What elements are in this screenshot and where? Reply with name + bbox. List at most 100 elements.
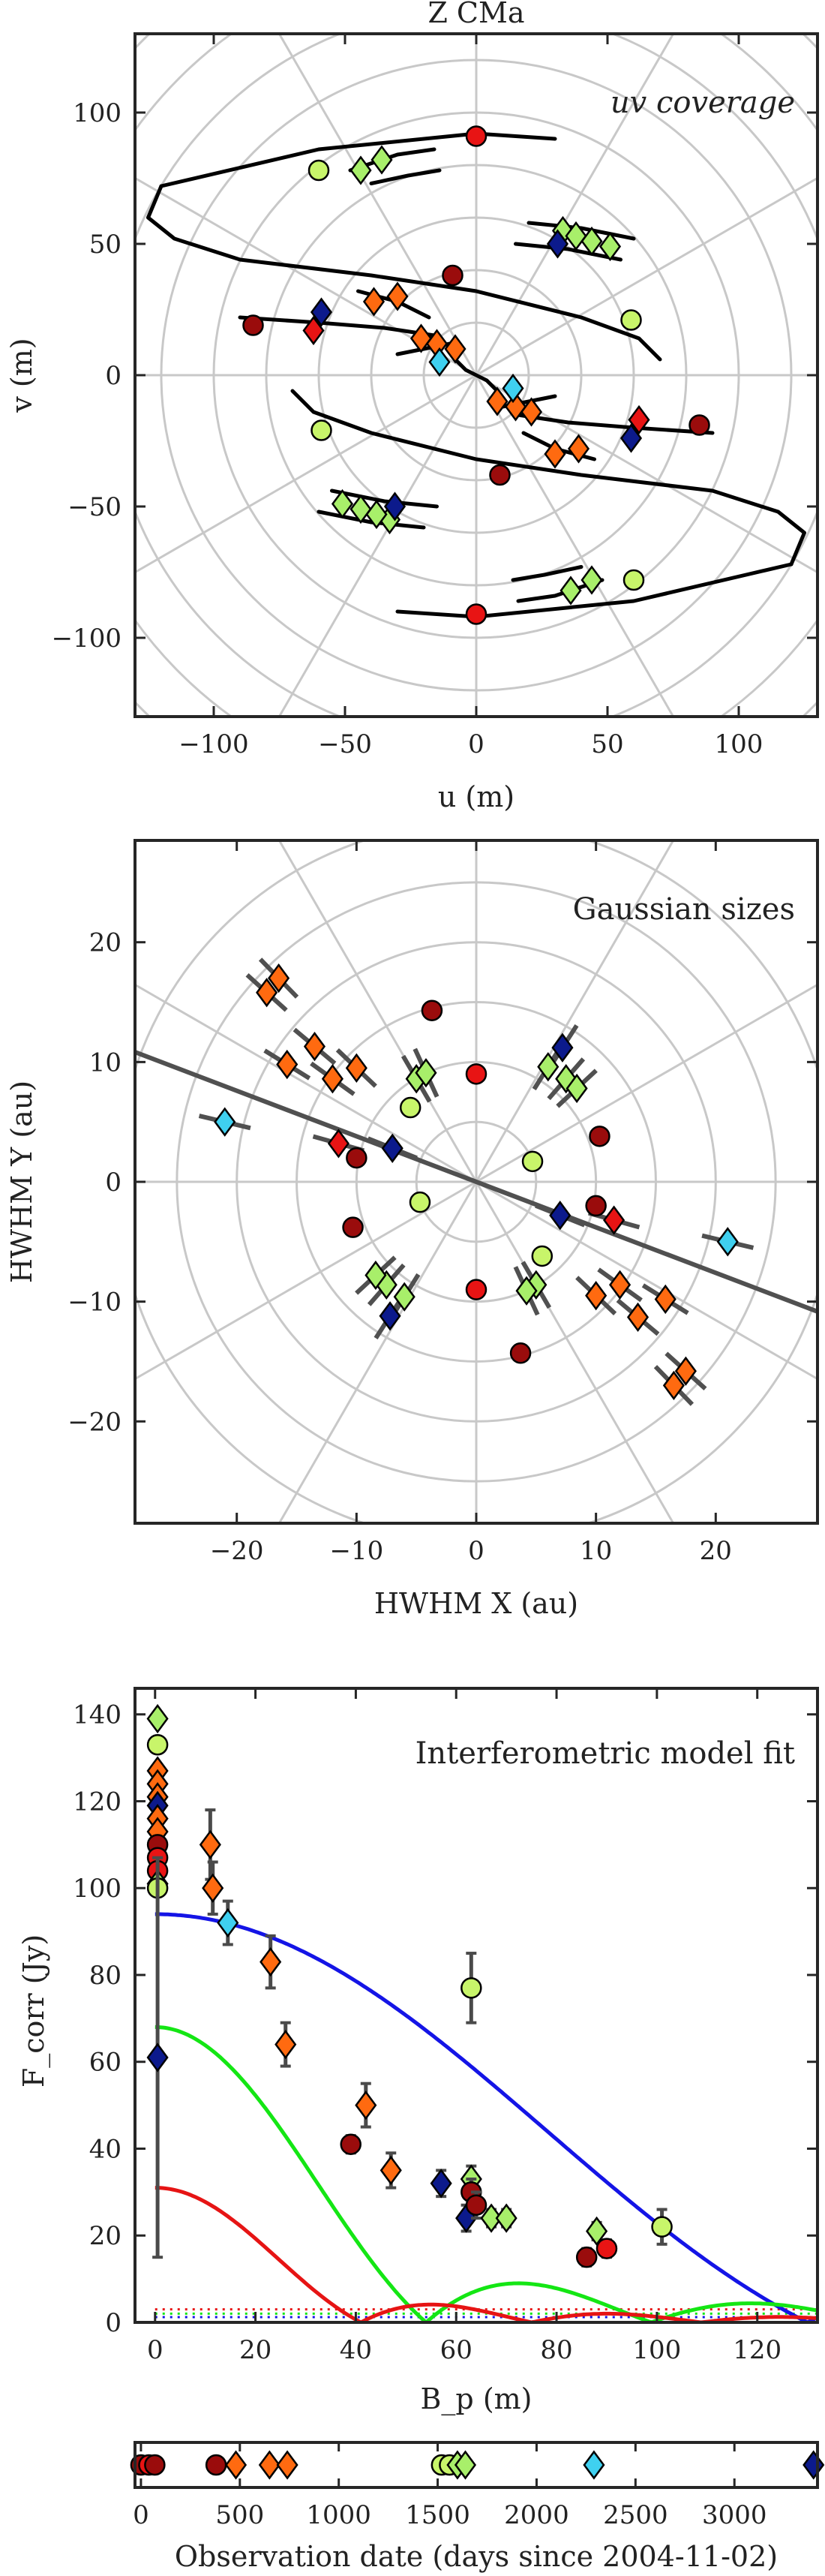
uv-point [560, 576, 582, 606]
gauss-point [626, 1302, 650, 1333]
uv-annotation: uv coverage [610, 86, 795, 120]
model-fit-panel: 0 20 40 60 80 100 120 0 20 40 60 80 100 120 140 Interf… [17, 1687, 819, 2416]
uv-point [428, 347, 451, 377]
gauss-point [399, 1096, 422, 1119]
gauss-ytick-label: 0 [105, 1168, 122, 1198]
uv-point [489, 464, 511, 486]
gauss-xlabel: HWHM X (au) [374, 1587, 578, 1620]
uv-points [242, 125, 710, 625]
gauss-point [327, 1129, 350, 1159]
fit-ytick-label: 20 [89, 2221, 122, 2251]
fit-ticks: 0 20 40 60 80 100 120 0 20 40 60 80 100 120 140 [73, 1688, 818, 2365]
gauss-point [268, 963, 290, 993]
uv-point [386, 281, 409, 311]
fit-xtick-label: 40 [340, 2335, 372, 2365]
gauss-point [521, 1150, 544, 1173]
gauss-grid-lines [135, 840, 818, 1523]
gauss-ytick-label: −20 [68, 1407, 122, 1437]
gauss-point [716, 1227, 739, 1257]
uv-track [453, 357, 500, 393]
uv-track [369, 168, 442, 185]
fit-annotation: Interferometric model fit [416, 1736, 795, 1771]
fit-point [355, 2090, 377, 2121]
uv-point [567, 434, 590, 464]
gauss-point [549, 1201, 572, 1231]
uv-point [362, 287, 386, 317]
gauss-xtick-label: −20 [210, 1536, 264, 1566]
fit-curve-group [154, 1912, 818, 2322]
uv-point [565, 221, 587, 251]
uv-xtick-label: 0 [468, 729, 484, 759]
gauss-point [531, 1245, 554, 1267]
gauss-xtick-label: 10 [580, 1536, 612, 1566]
uv-point [580, 565, 603, 595]
uv-ylabel: v (m) [5, 338, 38, 413]
uv-xlabel: u (m) [438, 780, 514, 813]
fit-point [274, 2029, 297, 2060]
uv-point [242, 314, 264, 336]
date-xtick-label: 1000 [306, 2500, 371, 2530]
fit-point [146, 1733, 169, 1756]
gauss-point [609, 1270, 632, 1300]
uv-point [620, 309, 642, 331]
date-xtick-label: 0 [133, 2500, 149, 2530]
date-frame [134, 2441, 819, 2489]
fit-point [575, 2246, 598, 2268]
gauss-point [509, 1342, 532, 1364]
figure-title: Z CMa [428, 0, 524, 29]
gauss-xtick-label: −10 [329, 1536, 383, 1566]
uv-point [350, 494, 372, 525]
fit-ytick-label: 80 [89, 1961, 122, 1991]
uv-point [444, 334, 466, 364]
uv-point [331, 488, 354, 519]
gauss-xtick-label: 20 [700, 1536, 732, 1566]
gauss-point [214, 1107, 236, 1137]
date-xtick-label: 3000 [702, 2500, 767, 2530]
fit-xtick-label: 100 [632, 2335, 681, 2365]
date-point [276, 2450, 298, 2480]
uv-point [465, 125, 488, 147]
fit-xtick-label: 120 [733, 2335, 782, 2365]
fit-point [199, 1829, 221, 1860]
uv-point [308, 159, 330, 182]
date-point [454, 2450, 477, 2480]
gauss-xtick-label: 0 [468, 1536, 484, 1566]
fit-point [217, 1907, 239, 1938]
uv-track [511, 565, 584, 582]
date-point [802, 2450, 825, 2480]
date-point [224, 2450, 248, 2480]
fit-point [460, 1977, 482, 1999]
uv-xtick-label: 50 [591, 729, 623, 759]
fit-point [651, 2216, 673, 2238]
uv-ticks: −100 −50 0 50 100 −100 −50 0 50 100 [52, 34, 818, 759]
fit-point [202, 1873, 224, 1903]
fit-ytick-label: 100 [73, 1874, 122, 1904]
gauss-point [566, 1073, 588, 1104]
uv-point [622, 569, 645, 591]
gauss-point [415, 1058, 437, 1088]
gauss-point [465, 1279, 488, 1300]
gauss-point [364, 1260, 387, 1291]
uv-xtick-label: 100 [715, 729, 764, 759]
uv-xtick-label: −50 [318, 729, 372, 759]
fit-xlabel: B_p (m) [420, 2382, 532, 2416]
fit-xtick-label: 80 [540, 2335, 572, 2365]
date-point [258, 2450, 280, 2480]
gauss-point [515, 1276, 538, 1306]
date-point [144, 2454, 166, 2476]
uv-track [526, 221, 636, 241]
uv-track [514, 242, 622, 262]
gauss-polar-grid [135, 840, 818, 1523]
date-point [205, 2454, 227, 2476]
uv-point [383, 491, 406, 522]
observation-date-panel: 0 500 1000 1500 2000 2500 3000 Observation dat… [130, 2441, 825, 2573]
gauss-point [276, 1049, 298, 1080]
uv-point [544, 439, 566, 469]
gauss-ticks: −20 −10 0 10 20 −20 −10 0 10 20 [68, 840, 818, 1566]
gauss-point [345, 1053, 368, 1083]
fit-ylabel: F_corr (Jy) [17, 1934, 51, 2088]
uv-track [514, 413, 715, 435]
uv-point [310, 419, 332, 441]
